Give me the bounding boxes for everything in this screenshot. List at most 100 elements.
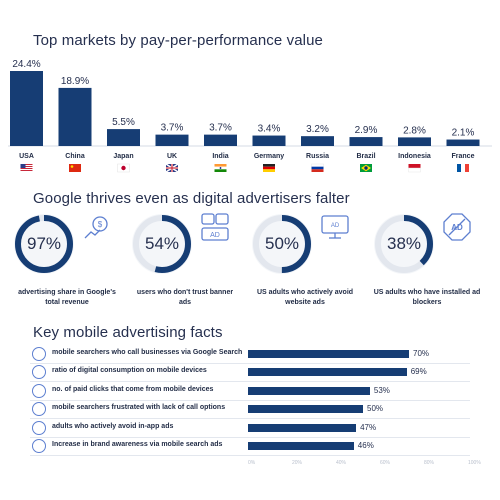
ad-banner-icon: AD	[201, 213, 229, 241]
fact-bar	[248, 423, 357, 432]
donut-ring	[374, 214, 434, 274]
markets-bar-chart: 24.4% USA 18.9% China 5.5% Japan 3.7% UK 3.7% Ind…	[8, 59, 492, 173]
donut-ring	[132, 214, 192, 274]
fact-bar	[248, 350, 409, 358]
jp-flag	[117, 163, 130, 173]
google-stats-row: 97% advertising share in Google's total r…	[0, 212, 500, 322]
fact-row: Increase in brand awareness via mobile s…	[30, 438, 470, 456]
fact-row: mobile searchers frustrated with lack of…	[30, 401, 470, 420]
fact-bar	[248, 405, 363, 414]
donut-caption: US adults who actively avoid website ads	[256, 289, 354, 306]
x-tick-label: 60%	[380, 460, 391, 466]
bar-usa	[10, 71, 43, 146]
fact-row: no. of paid clicks that come from mobile…	[30, 383, 470, 401]
x-tick-label: 100%	[468, 460, 481, 466]
x-tick-label: 20%	[292, 460, 303, 466]
cn-flag	[69, 164, 81, 172]
bar-category-label: UK	[167, 153, 177, 160]
donut-arc	[133, 215, 191, 273]
bar-value-label: 2.8%	[403, 125, 426, 136]
monitor-ad-icon: AD	[321, 215, 349, 239]
fact-value-label: 70%	[413, 349, 430, 358]
br-flag	[360, 164, 372, 172]
donut-value: 97%	[26, 234, 62, 253]
fact-label: adults who actively avoid in-app ads	[52, 422, 174, 430]
donut-shadow	[252, 214, 312, 274]
bar-indonesia	[398, 137, 431, 146]
fact-divider	[30, 418, 470, 420]
bar-value-label: 3.4%	[258, 124, 281, 135]
donut-ring	[14, 214, 74, 274]
fact-divider	[30, 455, 470, 456]
donut-arc	[253, 215, 311, 273]
x-tick-label: 40%	[336, 460, 347, 466]
fact-label: mobile searchers frustrated with lack of…	[52, 404, 226, 412]
bar-category-label: France	[452, 153, 475, 160]
donut-caption: US adults who have installed ad blockers	[373, 289, 481, 306]
donut-caption: users who don't trust banner ads	[136, 289, 234, 306]
fact-bar	[248, 442, 354, 450]
bar-category-label: USA	[19, 153, 34, 160]
ad-block-icon	[32, 420, 46, 435]
bar-germany	[252, 135, 286, 146]
click-icon	[32, 383, 46, 398]
fact-divider	[30, 363, 470, 364]
fact-label: Increase in brand awareness via mobile s…	[52, 441, 223, 448]
uk-flag	[165, 163, 179, 173]
bar-category-label: Indonesia	[398, 153, 431, 160]
us-flag	[20, 164, 33, 172]
donut-arc	[15, 215, 73, 273]
bar-value-label: 18.9%	[61, 76, 89, 87]
donut-shadow	[374, 214, 434, 274]
bar-uk	[155, 134, 189, 146]
donut-stat: 38% US adults who have installed ad block…	[372, 212, 482, 322]
donut-arc	[375, 215, 433, 273]
fact-row: adults who actively avoid in-app ads 47%	[30, 420, 470, 438]
fact-row: ratio of digital consumption on mobile d…	[30, 364, 470, 383]
fact-value-label: 47%	[360, 422, 377, 432]
donut-value: 38%	[386, 234, 422, 253]
phone-call-icon	[32, 347, 46, 361]
bar-category-label: China	[65, 153, 85, 160]
donut-shadow	[132, 214, 192, 274]
bar-category-label: India	[212, 153, 228, 160]
fact-value-label: 69%	[410, 367, 427, 377]
in-flag	[214, 164, 227, 172]
donut-value: 54%	[144, 234, 180, 253]
bar-value-label: 2.9%	[355, 125, 378, 136]
donut-stat: 50% US adults who actively avoid website …	[250, 212, 360, 322]
mobile-facts-chart: mobile searchers who call businesses via…	[0, 346, 500, 466]
fact-bar	[248, 386, 370, 395]
fact-label: mobile searchers who call businesses via…	[52, 349, 243, 356]
x-tick-label: 80%	[424, 460, 435, 466]
ru-flag	[311, 163, 324, 172]
bar-india	[204, 134, 237, 146]
bar-china	[58, 87, 92, 146]
id-flag	[408, 164, 421, 173]
megaphone-icon	[32, 439, 46, 453]
bar-value-label: 2.1%	[452, 128, 475, 139]
fact-label: ratio of digital consumption on mobile d…	[52, 367, 207, 375]
bar-brazil	[349, 137, 383, 146]
bar-russia	[301, 136, 334, 146]
pie-chart-icon	[32, 365, 46, 380]
fact-row: mobile searchers who call businesses via…	[30, 346, 470, 364]
markets-title: Top markets by pay-per-performance value	[33, 32, 323, 49]
bar-france	[446, 139, 480, 146]
mobile-facts-x-axis: 0% 20% 40% 60% 80% 100%	[248, 460, 481, 468]
bar-value-label: 3.2%	[306, 124, 329, 135]
bar-category-label: Brazil	[356, 153, 375, 160]
fr-flag	[457, 164, 469, 172]
donut-ring	[252, 214, 312, 274]
donut-stat: 54% users who don't trust banner ads AD	[130, 212, 240, 322]
fact-divider	[30, 436, 470, 438]
bar-japan	[107, 129, 140, 146]
svg-text:$: $	[98, 220, 103, 229]
frustrated-face-icon	[32, 402, 46, 417]
x-tick-label: 0%	[248, 460, 256, 466]
de-flag	[263, 164, 275, 172]
bar-value-label: 24.4%	[12, 59, 40, 70]
mobile-title: Key mobile advertising facts	[33, 324, 223, 341]
fact-divider	[30, 399, 470, 401]
bar-value-label: 3.7%	[161, 123, 184, 134]
